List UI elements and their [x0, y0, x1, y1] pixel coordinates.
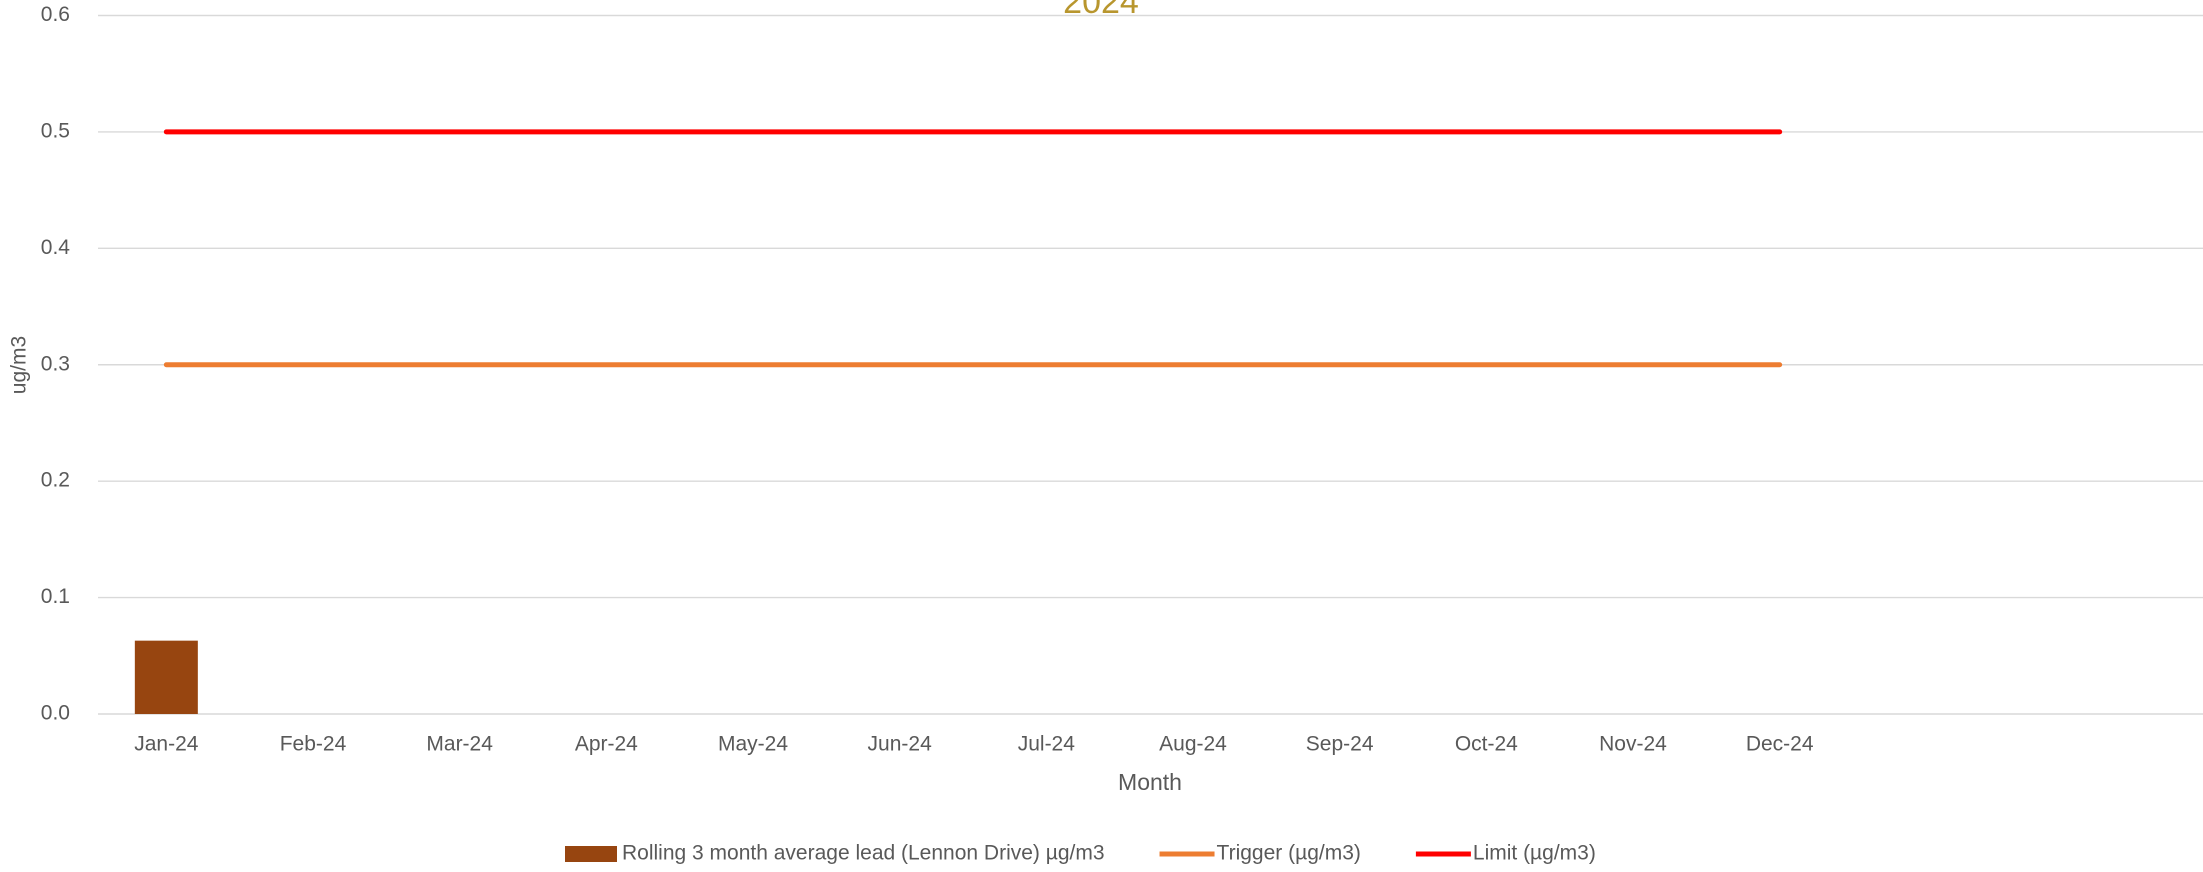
y-tick-label: 0.1 — [41, 585, 70, 608]
x-tick-label: Nov-24 — [1599, 733, 1667, 756]
x-tick-label: Sep-24 — [1306, 733, 1374, 756]
chart-title: 2024 — [1063, 0, 1139, 21]
x-tick-label: Dec-24 — [1746, 733, 1814, 756]
y-tick-label: 0.6 — [41, 3, 70, 26]
y-tick-label: 0.5 — [41, 119, 70, 142]
legend-label: Rolling 3 month average lead (Lennon Dri… — [622, 842, 1105, 865]
x-tick-label: May-24 — [718, 733, 788, 756]
bar — [134, 640, 198, 714]
x-tick-label: Apr-24 — [575, 733, 638, 756]
x-tick-label: Oct-24 — [1455, 733, 1518, 756]
x-tick-label: Jan-24 — [134, 733, 199, 756]
y-tick-label: 0.2 — [41, 469, 70, 492]
legend-label: Trigger (µg/m3) — [1217, 842, 1361, 865]
x-tick-label: Mar-24 — [426, 733, 493, 756]
legend-label: Limit (µg/m3) — [1473, 842, 1596, 865]
y-tick-label: 0.0 — [41, 702, 70, 725]
x-axis-title: Month — [1118, 769, 1182, 795]
x-tick-label: Jun-24 — [868, 733, 933, 756]
x-tick-label: Feb-24 — [280, 733, 347, 756]
y-tick-label: 0.4 — [41, 236, 71, 259]
legend-swatch — [565, 846, 617, 862]
y-tick-label: 0.3 — [41, 352, 70, 375]
x-tick-label: Jul-24 — [1018, 733, 1076, 756]
x-tick-label: Aug-24 — [1159, 733, 1227, 756]
y-axis-title: ug/m3 — [8, 336, 31, 394]
